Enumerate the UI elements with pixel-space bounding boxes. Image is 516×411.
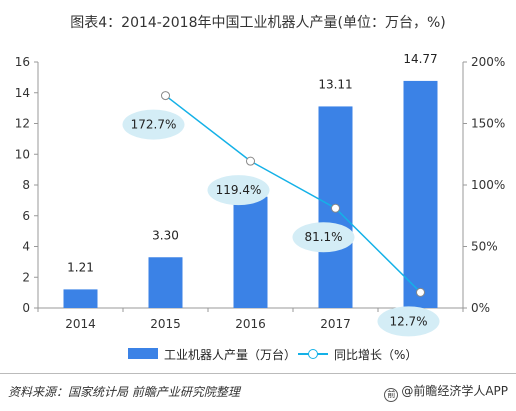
y-left-tick-label: 0 <box>22 301 30 315</box>
brand-logo-icon: 前 <box>384 388 399 402</box>
bar <box>403 80 438 308</box>
bar-data-label: 14.77 <box>403 52 437 66</box>
y-left-tick-label: 16 <box>15 55 30 69</box>
bar-data-label: 1.21 <box>67 260 94 274</box>
x-tick-label: 2017 <box>320 317 351 331</box>
y-left-tick-label: 8 <box>22 178 30 192</box>
growth-data-label: 119.4% <box>216 183 262 197</box>
growth-data-label: 12.7% <box>389 314 427 328</box>
growth-point <box>161 91 170 101</box>
brand-text: @前瞻经济学人APP <box>401 384 508 398</box>
bar-data-label: 13.11 <box>318 77 352 91</box>
growth-point <box>331 203 340 213</box>
growth-label-bubble <box>122 109 185 140</box>
chart-plot: 0 2 4 6 8 10 12 14 16 0% 50% 100% 150% 200% 2014 2015 20… <box>15 52 505 337</box>
bar <box>233 196 268 308</box>
growth-point <box>246 156 255 166</box>
footer-divider <box>0 373 516 374</box>
growth-data-label: 81.1% <box>304 230 342 244</box>
y-right-tick-label: 100% <box>471 178 505 192</box>
growth-line <box>165 94 422 293</box>
y-right-tick-label: 200% <box>471 55 505 69</box>
x-tick-label: 2015 <box>150 317 181 331</box>
y-left-tick-label: 14 <box>15 86 30 100</box>
legend-line-label: 同比增长（%） <box>334 348 418 362</box>
y-left-tick-label: 10 <box>15 147 30 161</box>
legend-line-marker <box>308 349 318 359</box>
y-left-tick-label: 6 <box>22 209 30 223</box>
y-left-tick-label: 12 <box>15 117 30 131</box>
chart-legend: 工业机器人产量（万台） 同比增长（%） <box>0 344 516 364</box>
bar <box>63 289 98 308</box>
growth-label-bubble <box>292 222 355 253</box>
legend-bar-swatch <box>128 348 158 359</box>
x-tick-label: 2016 <box>235 317 266 331</box>
legend-bar-label: 工业机器人产量（万台） <box>164 348 297 362</box>
y-right-tick-label: 50% <box>471 240 498 254</box>
bar-data-label: 3.30 <box>152 228 179 242</box>
chart-title: 图表4：2014-2018年中国工业机器人产量(单位：万台，%) <box>70 15 446 31</box>
brand-credit: 前 @前瞻经济学人APP <box>384 382 508 402</box>
growth-label-bubble <box>207 175 270 206</box>
x-tick-label: 2014 <box>65 317 96 331</box>
source-note: 资料来源：国家统计局 前瞻产业研究院整理 <box>8 385 240 399</box>
y-right-tick-label: 150% <box>471 117 505 131</box>
bar <box>148 257 183 308</box>
growth-point <box>416 287 425 297</box>
growth-label-bubble <box>377 306 440 337</box>
y-right-tick-label: 0% <box>471 301 490 315</box>
y-left-tick-label: 2 <box>22 270 30 284</box>
growth-data-label: 172.7% <box>131 118 177 132</box>
y-left-tick-label: 4 <box>22 240 30 254</box>
